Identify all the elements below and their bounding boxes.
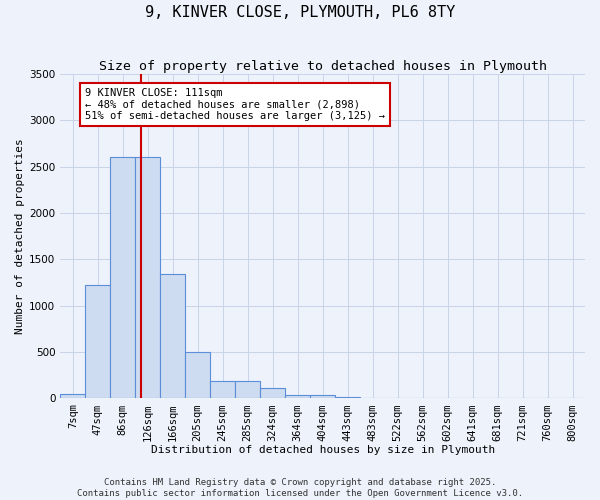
Bar [135, 156, 160, 398]
Bar [85, 284, 110, 399]
Bar [260, 388, 285, 398]
Bar [160, 274, 185, 398]
Bar [285, 395, 310, 398]
Text: 9 KINVER CLOSE: 111sqm
← 48% of detached houses are smaller (2,898)
51% of semi-: 9 KINVER CLOSE: 111sqm ← 48% of detached… [85, 88, 385, 122]
Bar [335, 396, 360, 398]
Bar [235, 381, 260, 398]
Y-axis label: Number of detached properties: Number of detached properties [15, 138, 25, 334]
X-axis label: Distribution of detached houses by size in Plymouth: Distribution of detached houses by size … [151, 445, 495, 455]
Text: Contains HM Land Registry data © Crown copyright and database right 2025.
Contai: Contains HM Land Registry data © Crown c… [77, 478, 523, 498]
Bar [310, 395, 335, 398]
Text: 9, KINVER CLOSE, PLYMOUTH, PL6 8TY: 9, KINVER CLOSE, PLYMOUTH, PL6 8TY [145, 5, 455, 20]
Title: Size of property relative to detached houses in Plymouth: Size of property relative to detached ho… [98, 60, 547, 73]
Bar [110, 156, 135, 398]
Bar [185, 352, 210, 399]
Bar [60, 394, 85, 398]
Bar [210, 381, 235, 398]
